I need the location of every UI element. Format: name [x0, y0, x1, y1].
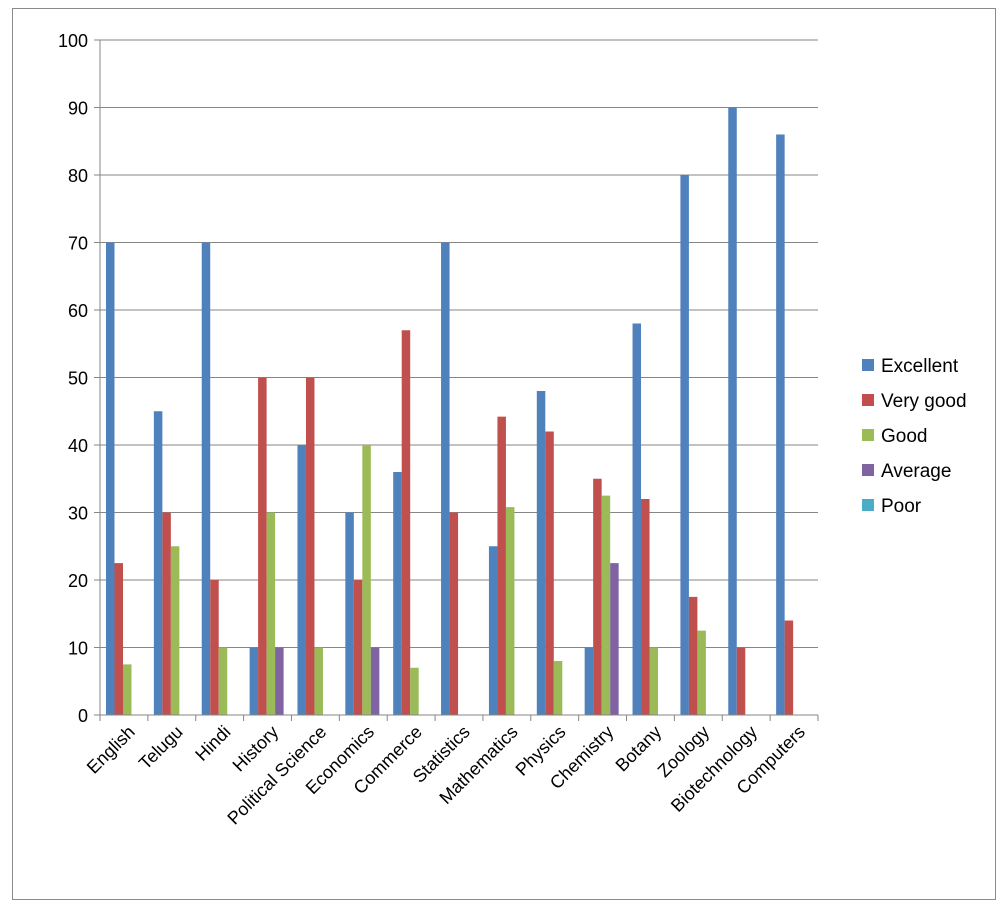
y-tick-label: 50: [68, 369, 88, 389]
bar-very-good: [497, 416, 506, 715]
bar-very-good: [114, 563, 123, 715]
y-tick-label: 0: [78, 706, 88, 726]
bar-very-good: [641, 499, 650, 715]
legend-label: Average: [881, 461, 951, 482]
x-tick-label: English: [83, 722, 139, 778]
bar-good: [314, 647, 323, 715]
legend-label: Very good: [881, 391, 967, 412]
bar-excellent: [201, 242, 211, 715]
y-tick-label: 70: [68, 234, 88, 254]
bar-average: [275, 647, 284, 715]
y-tick-label: 90: [68, 99, 88, 119]
bar-very-good: [210, 580, 219, 715]
x-tick-label: Telugu: [135, 722, 187, 774]
bar-average: [610, 563, 619, 715]
bar-excellent: [441, 242, 450, 715]
axes: [99, 40, 819, 721]
y-tick-label: 100: [58, 31, 88, 51]
bar-very-good: [258, 377, 267, 715]
y-tick-label: 40: [68, 436, 88, 456]
y-tick-label: 80: [68, 166, 88, 186]
bar-good: [505, 507, 515, 715]
bar-good: [649, 647, 659, 715]
bar-excellent: [249, 647, 259, 715]
y-tick-labels: 0 10 20 30 40 50 60 70 80 90 100: [58, 31, 88, 726]
bar-excellent: [632, 323, 642, 715]
bar-excellent: [680, 175, 689, 715]
bar-very-good: [353, 580, 363, 715]
bar-good: [553, 661, 563, 715]
bar-average: [370, 647, 380, 715]
bar-good: [170, 546, 180, 715]
legend: Excellent Very good Good Average Poor: [862, 356, 967, 517]
bar-very-good: [784, 620, 794, 715]
y-tick-label: 60: [68, 301, 88, 321]
bar-excellent: [728, 107, 737, 715]
bar-very-good: [545, 431, 554, 715]
legend-swatch: [862, 464, 874, 476]
bar-excellent: [536, 391, 546, 715]
bar-excellent: [488, 546, 498, 715]
bar-very-good: [688, 596, 698, 715]
legend-swatch: [862, 394, 874, 406]
bar-good: [410, 667, 419, 715]
bar-excellent: [153, 411, 163, 715]
legend-swatch: [862, 359, 874, 371]
bar-very-good: [162, 512, 171, 715]
bar-very-good: [305, 377, 315, 715]
x-tick-label: Hindi: [191, 722, 234, 765]
legend-label: Good: [881, 426, 927, 447]
bar-excellent: [776, 134, 785, 715]
bar-excellent: [345, 512, 354, 715]
legend-label: Excellent: [881, 356, 959, 377]
bar-very-good: [449, 512, 459, 715]
bar-excellent: [584, 647, 594, 715]
bar-excellent: [297, 445, 306, 715]
bar-good: [123, 664, 132, 715]
bar-excellent: [393, 472, 402, 715]
bar-excellent: [106, 242, 115, 715]
bars: [106, 107, 794, 715]
legend-swatch: [862, 499, 874, 511]
bar-good: [362, 445, 371, 715]
bar-good: [218, 647, 228, 715]
bar-good: [601, 495, 611, 715]
bar-very-good: [736, 647, 746, 715]
legend-swatch: [862, 429, 874, 441]
bar-good: [697, 630, 706, 715]
y-tick-label: 10: [68, 639, 88, 659]
legend-label: Poor: [881, 496, 922, 517]
bar-very-good: [593, 478, 602, 715]
y-tick-label: 20: [68, 571, 88, 591]
y-tick-label: 30: [68, 504, 88, 524]
bar-very-good: [401, 330, 411, 715]
bar-good: [266, 512, 276, 715]
